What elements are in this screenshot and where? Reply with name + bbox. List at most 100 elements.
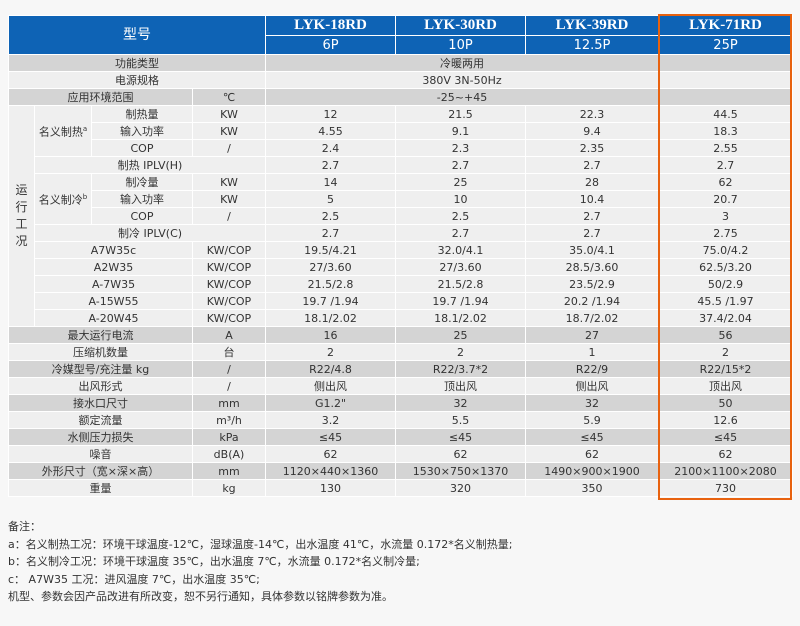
value-cell: 18.1/2.02 [265,309,396,327]
row-unit: KW/COP [192,258,266,276]
row-label: 压缩机数量 [8,343,193,361]
model-name: LYK-39RD [525,15,659,36]
group-label-cooling: 名义制冷b [34,173,92,225]
value-cell: 2 [265,343,396,361]
value-cell: R22/3.7*2 [395,360,526,378]
row-unit: m³/h [192,411,266,429]
row-label: A-15W55 [34,292,193,310]
value-cell: 2.4 [265,139,396,157]
row-label: 最大运行电流 [8,326,193,344]
row-label: 制冷 IPLV(C) [34,224,266,242]
table-row: A-15W55 KW/COP 19.7 /1.94 19.7 /1.94 20.2 /1… [9,292,793,310]
value-cell: 21.5 [395,105,526,123]
table-row: A-20W45 KW/COP 18.1/2.02 18.1/2.02 18.7/2.02… [9,309,793,327]
row-label: 重量 [8,479,193,497]
table-row: 输入功率 KW 4.55 9.1 9.4 18.3 [9,122,793,140]
value-cell: 12 [265,105,396,123]
table-row: 输入功率 KW 5 10 10.4 20.7 [9,190,793,208]
row-label: 出风形式 [8,377,193,395]
value-cell: 2 [658,343,793,361]
table-row: 功能类型 冷暖两用 [8,54,793,72]
value-cell: 16 [265,326,396,344]
value-cell: 32 [395,394,526,412]
row-unit: dB(A) [192,445,266,463]
value-cell: 44.5 [658,105,793,123]
row-unit: KW/COP [192,275,266,293]
value-lyk-71rd [658,88,793,106]
row-label: 外形尺寸（宽×深×高） [8,462,193,480]
table-row: 压缩机数量台 2 2 1 2 [8,343,793,361]
note-a: a：名义制热工况：环境干球温度-12℃，湿球温度-14℃，出水温度 41℃，水流… [8,537,513,551]
spec-table: 型号 LYK-18RD LYK-30RD LYK-39RD LYK-71RD 6P 10P 1… [8,15,793,497]
group-label-text: 名义制冷 [38,193,83,207]
table-row: 名义制冷b 制冷量 KW 14 25 28 62 [9,173,793,225]
table-row: A7W35c KW/COP 19.5/4.21 32.0/4.1 35.0/4.1 75.… [9,241,793,259]
value-cell: 2.7 [265,224,396,242]
value-cell: 3.2 [265,411,396,429]
table-row: 接水口尺寸 mm G1.2" 32 32 50 [8,394,793,412]
value-cell: 2100×1100×2080 [658,462,793,480]
footnote-marker: b [82,193,88,202]
value-cell: 2.35 [525,139,659,157]
value-cell: 1530×750×1370 [395,462,526,480]
model-name: LYK-30RD [395,15,526,36]
table-row: 噪音 dB(A) 62 62 62 62 [8,445,793,463]
row-label: 水侧压力损失 [8,428,193,446]
value-cell: 18.1/2.02 [395,309,526,327]
value-cell: 28.5/3.60 [525,258,659,276]
model-power: 10P [395,35,526,55]
value-cell: 75.0/4.2 [658,241,793,259]
value-cell: 35.0/4.1 [525,241,659,259]
value-cell: 28 [525,173,659,191]
value-cell: 350 [525,479,659,497]
value-cell: 19.7 /1.94 [395,292,526,310]
row-unit: / [192,377,266,395]
side-cell-run-conditions: 运行工况 [8,105,35,327]
value-cell: 9.4 [525,122,659,140]
table-row: 电源规格 380V 3N-50Hz [8,71,793,89]
value-cell: 27/3.60 [265,258,396,276]
value-lyk-71rd [658,71,793,89]
row-unit: KW [192,190,266,208]
value-cell: 2.7 [395,224,526,242]
row-unit: 台 [192,343,266,361]
row-label: 额定流量 [8,411,193,429]
value-cell: 2.7 [265,156,396,174]
footnote-marker: a [82,125,88,134]
table-row: 水侧压力损失 kPa ≤45 ≤45 ≤45 ≤45 [8,428,793,446]
row-label: COP [91,207,193,225]
value-cell: ≤45 [658,428,793,446]
value-cell: 1120×440×1360 [265,462,396,480]
value-cell: 2.5 [265,207,396,225]
row-unit: / [192,207,266,225]
notes-title: 备注： [8,520,41,533]
row-unit: KW [192,105,266,123]
value-cell: 22.3 [525,105,659,123]
value-cell: 顶出风 [395,377,526,395]
value-cell: 62 [525,445,659,463]
row-label: A-7W35 [34,275,193,293]
table-row: 外形尺寸（宽×深×高） mm 1120×440×1360 1530×750×1370 1… [8,462,793,480]
value-cell: 730 [658,479,793,497]
value-cell: R22/4.8 [265,360,396,378]
row-label: A7W35c [34,241,193,259]
value-cell: 130 [265,479,396,497]
value-cell: 62 [658,445,793,463]
value-cell: 50 [658,394,793,412]
row-label: 输入功率 [91,190,193,208]
value-cell: 18.7/2.02 [525,309,659,327]
table-row: COP/2.4 2.3 2.35 2.55 [9,139,793,157]
value-cell: 3 [658,207,793,225]
table-row: 应用环境范围 ℃ -25~+45 [8,88,793,106]
note-b: b：名义制冷工况：环境干球温度 35℃，出水温度 7℃，水流量 0.172*名义… [8,555,420,568]
value-cell: 19.7 /1.94 [265,292,396,310]
value-cell: 20.2 /1.94 [525,292,659,310]
value-lyk-71rd [658,54,793,72]
value-cell: ≤45 [525,428,659,446]
value-cell: ≤45 [395,428,526,446]
table-row: 6P 10P 12.5P 25P [9,35,793,55]
row-unit: mm [192,462,266,480]
value-cell: 62 [265,445,396,463]
value-cell: 56 [658,326,793,344]
value-cell: 2.7 [525,207,659,225]
